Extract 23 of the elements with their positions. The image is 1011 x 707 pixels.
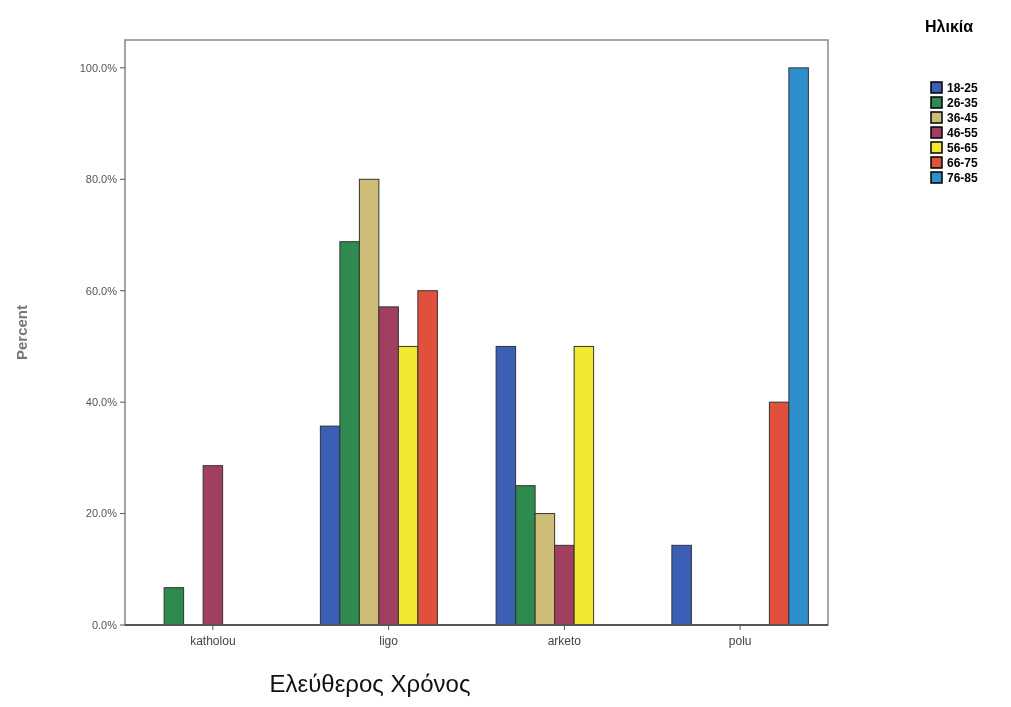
y-tick-label: 0.0% [91,618,118,631]
x-axis-title: Ελεύθερος Χρόνος [269,670,471,697]
bar [202,465,224,626]
legend-label: 36-45 [947,111,979,126]
x-tick-label: katholou [190,634,236,648]
y-tick-label: 80.0% [85,173,118,186]
bar [671,544,692,626]
x-tick-label: polu [728,634,752,648]
legend-label: 46-55 [947,126,979,141]
legend-label: 76-85 [947,171,979,186]
y-tick-label: 40.0% [85,395,118,408]
x-tick-label: arketo [547,634,582,648]
legend-label: 66-75 [947,156,979,171]
x-tick-label: ligo [379,634,399,648]
y-tick-label: 60.0% [85,284,118,297]
bar [163,587,185,626]
legend-label: 18-25 [947,81,979,96]
y-tick-label: 100.0% [79,61,118,74]
legend-label: 56-65 [947,141,979,156]
legend-label: 26-35 [947,96,979,111]
legend-title: Ηλικία [925,18,974,35]
y-axis-title: Percent [13,304,30,361]
y-tick-label: 20.0% [85,507,118,520]
